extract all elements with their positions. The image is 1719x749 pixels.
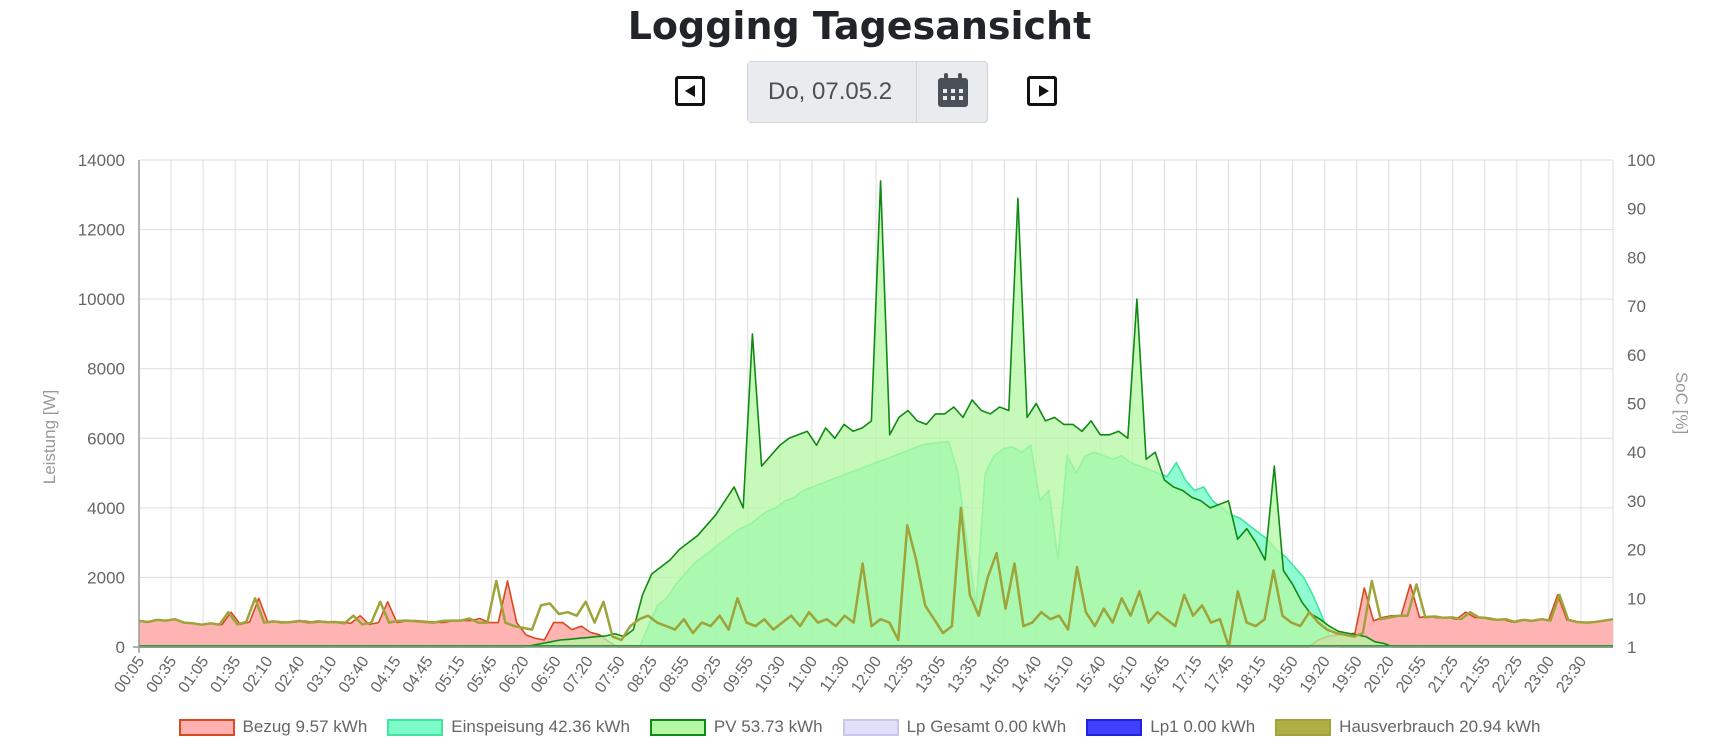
x-tick-label: 07:50 <box>592 653 629 696</box>
x-tick-label: 00:05 <box>111 653 148 696</box>
x-tick-label: 13:35 <box>945 653 982 696</box>
x-tick-label: 19:20 <box>1297 653 1334 696</box>
date-input[interactable] <box>748 62 916 122</box>
series-area <box>139 180 1613 647</box>
legend-swatch <box>1275 718 1332 736</box>
legend-swatch <box>649 718 706 736</box>
x-tick-label: 06:20 <box>496 653 533 696</box>
prev-day-button[interactable] <box>675 76 705 106</box>
x-tick-label: 07:20 <box>560 653 597 696</box>
x-tick-label: 03:10 <box>304 653 341 696</box>
legend-swatch <box>842 718 899 736</box>
y-axis-label: Leistung [W] <box>40 390 59 485</box>
y-tick-label: 8000 <box>87 360 125 379</box>
y2-tick-label: 60 <box>1627 346 1646 365</box>
x-tick-label: 05:15 <box>432 653 469 696</box>
legend-label: PV 53.73 kWh <box>713 717 823 736</box>
legend-label: Einspeisung 42.36 kWh <box>451 717 630 736</box>
x-tick-label: 16:45 <box>1137 653 1174 696</box>
series-area <box>139 580 1613 647</box>
legend-item[interactable]: Hausverbrauch 20.94 kWh <box>1275 717 1540 737</box>
y2-tick-label: 100 <box>1627 151 1655 170</box>
legend-item[interactable]: Einspeisung 42.36 kWh <box>387 717 630 737</box>
y-tick-label: 12000 <box>78 221 125 240</box>
x-tick-label: 03:40 <box>336 653 373 696</box>
y2-tick-label: 30 <box>1627 492 1646 511</box>
x-tick-label: 09:25 <box>688 653 725 696</box>
chart-legend: Bezug 9.57 kWh Einspeisung 42.36 kWh PV 53… <box>0 714 1719 740</box>
x-tick-label: 15:40 <box>1073 653 1110 696</box>
y-tick-label: 4000 <box>87 499 125 518</box>
x-tick-label: 21:25 <box>1425 653 1462 696</box>
x-tick-label: 12:35 <box>880 653 917 696</box>
x-tick-label: 01:05 <box>175 653 212 696</box>
x-tick-label: 02:40 <box>272 653 309 696</box>
legend-item[interactable]: Lp Gesamt 0.00 kWh <box>842 717 1067 737</box>
date-picker <box>747 61 988 123</box>
legend-swatch <box>387 718 444 736</box>
y-tick-label: 10000 <box>78 290 125 309</box>
caret-right-icon <box>1039 85 1049 97</box>
x-tick-label: 14:40 <box>1009 653 1046 696</box>
y2-tick-label: 70 <box>1627 297 1646 316</box>
y-tick-label: 2000 <box>87 568 125 587</box>
y2-axis-label: SoC [%] <box>1672 372 1691 434</box>
y2-tick-label: 10 <box>1627 589 1646 608</box>
legend-label: Hausverbrauch 20.94 kWh <box>1339 717 1541 736</box>
legend-swatch <box>178 718 235 736</box>
y2-tick-label: 50 <box>1627 395 1646 414</box>
legend-label: Bezug 9.57 kWh <box>242 717 368 736</box>
x-tick-label: 11:00 <box>785 653 821 695</box>
y2-tick-label: 1 <box>1627 638 1636 657</box>
series-line <box>138 506 1614 649</box>
x-tick-label: 13:05 <box>912 653 949 696</box>
x-tick-label: 12:00 <box>848 653 885 696</box>
x-tick-label: 16:10 <box>1105 653 1142 696</box>
x-tick-label: 09:55 <box>720 653 757 696</box>
x-tick-label: 08:55 <box>656 653 693 696</box>
x-tick-label: 02:10 <box>240 653 277 696</box>
power-chart: 14000 12000 10000 8000 6000 4000 2000 0 100 90 80 7… <box>40 151 1691 696</box>
legend-item[interactable]: Bezug 9.57 kWh <box>178 717 368 737</box>
x-tick-label: 21:55 <box>1457 653 1494 696</box>
y-tick-label: 14000 <box>78 151 125 170</box>
x-tick-label: 00:35 <box>143 653 180 696</box>
caret-left-icon <box>685 85 695 97</box>
legend-label: Lp1 0.00 kWh <box>1150 717 1256 736</box>
x-tick-label: 22:25 <box>1489 653 1526 696</box>
x-tick-label: 04:15 <box>368 653 405 696</box>
x-tick-label: 10:30 <box>752 653 789 696</box>
x-tick-label: 14:05 <box>977 653 1014 696</box>
x-tick-label: 23:00 <box>1521 653 1558 696</box>
x-tick-label: 17:15 <box>1169 653 1206 696</box>
y2-tick-label: 20 <box>1627 541 1646 560</box>
x-tick-label: 01:35 <box>208 653 245 696</box>
legend-label: Lp Gesamt 0.00 kWh <box>906 717 1067 736</box>
next-day-button[interactable] <box>1027 76 1057 106</box>
x-tick-label: 20:20 <box>1361 653 1398 696</box>
y-tick-label: 6000 <box>87 429 125 448</box>
y2-tick-label: 90 <box>1627 200 1646 219</box>
x-tick-label: 18:15 <box>1233 653 1270 696</box>
y2-tick-label: 80 <box>1627 248 1646 267</box>
legend-item[interactable]: PV 53.73 kWh <box>649 717 823 737</box>
legend-swatch <box>1086 718 1143 736</box>
x-tick-label: 05:45 <box>464 653 501 696</box>
x-tick-label: 20:55 <box>1393 653 1430 696</box>
x-tick-label: 18:50 <box>1265 653 1302 696</box>
x-tick-label: 11:30 <box>817 653 853 695</box>
page-title: Logging Tagesansicht <box>627 4 1092 48</box>
y-tick-label: 0 <box>116 638 125 657</box>
x-tick-label: 15:10 <box>1041 653 1078 696</box>
x-tick-label: 06:50 <box>528 653 565 696</box>
x-tick-label: 04:45 <box>400 653 437 696</box>
y2-tick-label: 40 <box>1627 443 1646 462</box>
legend-item[interactable]: Lp1 0.00 kWh <box>1086 717 1255 737</box>
x-tick-label: 08:25 <box>624 653 661 696</box>
x-tick-label: 17:45 <box>1201 653 1238 696</box>
x-tick-label: 23:30 <box>1553 653 1590 696</box>
x-tick-label: 19:50 <box>1329 653 1366 696</box>
calendar-button[interactable] <box>916 62 987 122</box>
